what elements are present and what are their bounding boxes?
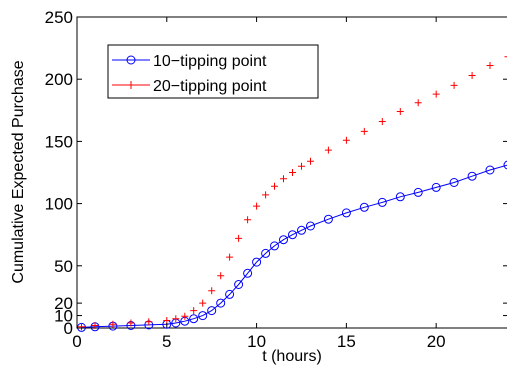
series-1-point-22: [323, 214, 333, 224]
series-1-point-27: [413, 187, 423, 197]
series-1-point-19: [288, 230, 297, 240]
series-2-point-11: [217, 272, 225, 280]
series-2-point-4: [145, 318, 153, 326]
series-1-point-13: [234, 280, 244, 289]
series-1-point-11: [216, 298, 226, 308]
series-2-point-2: [109, 320, 117, 328]
x-tick-label-2: 10: [247, 332, 266, 351]
series-1-point-32: [503, 160, 507, 170]
y-tick-label-7: 250: [45, 8, 73, 27]
legend-marker-series-1: [126, 55, 136, 65]
series-1-line: [81, 164, 507, 328]
series-2-point-14: [244, 216, 252, 224]
legend-box: [107, 44, 319, 99]
series-2-point-31: [486, 62, 494, 69]
series-1-point-21: [306, 221, 315, 231]
series-1-point-20: [297, 225, 306, 235]
series-2: [78, 56, 507, 331]
series-1-point-23: [341, 208, 351, 218]
series-1-point-30: [467, 171, 477, 181]
series-2-point-27: [414, 99, 422, 107]
series-2-point-21: [307, 157, 314, 165]
series-1-point-8: [189, 314, 199, 324]
series-2-point-29: [450, 81, 458, 89]
series-1-point-14: [243, 268, 253, 278]
series-2-point-0: [78, 323, 85, 331]
series-1-point-24: [359, 202, 369, 212]
series-2-point-18: [280, 175, 287, 183]
series-2-point-6: [172, 315, 180, 323]
y-tick-label-2: 20: [54, 294, 73, 313]
series-2-point-7: [181, 312, 189, 320]
legend-label-series-1: 10−tipping point: [153, 53, 267, 70]
series-2-point-17: [271, 182, 278, 190]
y-tick-label-1: 10: [54, 307, 73, 326]
series-1-point-16: [261, 248, 271, 258]
series-2-point-13: [235, 234, 243, 242]
legend: 10−tipping point 20−tipping point: [107, 44, 319, 99]
series-1-point-18: [279, 235, 288, 245]
x-tick-label-1: 5: [162, 332, 171, 351]
y-tick-label-5: 150: [45, 132, 73, 151]
series-1-point-25: [377, 197, 387, 207]
series-2-point-9: [199, 299, 207, 307]
series-1-point-26: [395, 192, 405, 202]
series-1-point-15: [252, 257, 262, 267]
series-2-point-3: [127, 319, 135, 327]
series-2-point-28: [432, 90, 440, 98]
series-2-point-5: [163, 317, 171, 324]
series-1-point-9: [198, 311, 208, 321]
series-2-point-19: [289, 169, 296, 176]
y-tick-label-0: 0: [64, 319, 73, 338]
y-axis-label: Cumulative Expected Purchase: [10, 60, 27, 283]
series-1-point-31: [485, 165, 495, 175]
series-2-point-24: [360, 127, 368, 135]
series-1-point-17: [270, 241, 279, 251]
y-tick-label-4: 100: [45, 195, 73, 214]
y-tick-label-6: 200: [45, 70, 73, 89]
legend-label-series-2: 20−tipping point: [153, 78, 267, 95]
series-2-point-30: [468, 72, 476, 79]
x-tick-label-0: 0: [72, 332, 81, 351]
series-2-point-1: [91, 322, 99, 329]
series-1-point-10: [207, 306, 217, 316]
x-tick-label-4: 20: [427, 332, 446, 351]
series-2-point-16: [262, 191, 270, 199]
series-1-point-29: [449, 178, 459, 187]
series-2-point-23: [342, 136, 350, 144]
series-1-point-12: [225, 289, 235, 299]
y-tick-label-3: 50: [54, 257, 73, 276]
series-1-point-28: [431, 182, 441, 192]
ticks-layer: [76, 16, 507, 329]
x-axis-label: t (hours): [262, 348, 322, 365]
series-2-point-12: [226, 253, 234, 261]
series-2-point-8: [190, 307, 198, 315]
series-2-point-22: [324, 146, 332, 154]
series-2-point-10: [208, 287, 216, 295]
series-2-point-15: [253, 202, 261, 210]
series-2-point-25: [378, 118, 386, 125]
legend-marker-series-2: [127, 81, 135, 89]
series-2-point-32: [504, 56, 507, 58]
x-tick-label-3: 15: [337, 332, 356, 351]
series-2-point-26: [396, 108, 404, 115]
series-2-point-20: [298, 162, 305, 170]
